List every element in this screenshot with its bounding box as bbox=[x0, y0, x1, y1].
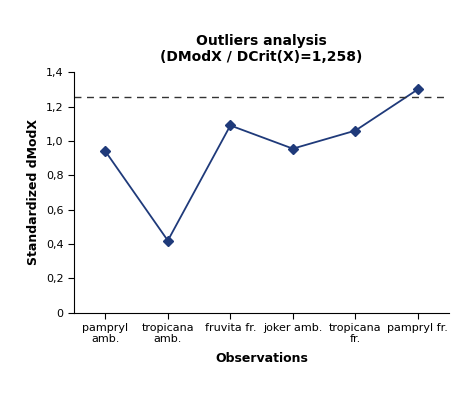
Title: Outliers analysis
(DModX / DCrit(X)=1,258): Outliers analysis (DModX / DCrit(X)=1,25… bbox=[160, 34, 363, 64]
X-axis label: Observations: Observations bbox=[215, 352, 308, 365]
Y-axis label: Standardized dModX: Standardized dModX bbox=[27, 119, 40, 265]
